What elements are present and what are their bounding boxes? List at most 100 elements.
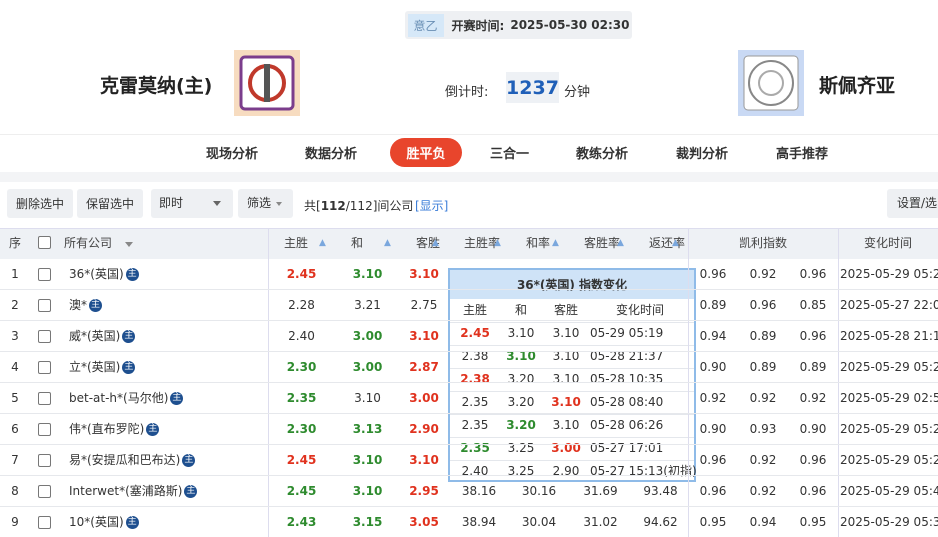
- popup-row-border: [450, 345, 694, 346]
- odds: 2.45: [286, 453, 317, 467]
- kelly: 0.96: [749, 298, 777, 312]
- company[interactable]: bet-at-h*(马尔他) 主: [69, 383, 184, 414]
- button[interactable]: 保留选中: [77, 189, 143, 218]
- change-popup: 36*(英国) 指数变化 主胜 和 客胜 变化时间 2.45 3.10 3.10 05-29 0…: [448, 268, 697, 482]
- company[interactable]: 立*(英国) 主: [69, 352, 136, 383]
- filter[interactable]: 筛选: [238, 189, 293, 218]
- row-checkbox[interactable]: [38, 454, 51, 467]
- row-checkbox[interactable]: [38, 268, 51, 281]
- sort-arrow: ▲: [494, 238, 501, 248]
- kelly: 0.92: [749, 391, 777, 405]
- company[interactable]: Interwet*(塞浦路斯) 主: [69, 476, 198, 507]
- company-name[interactable]: 立*(英国): [69, 360, 121, 374]
- tab[interactable]: 裁判分析: [676, 147, 729, 162]
- popup-row-border: [450, 322, 694, 323]
- popup-time: 05-29 05:19: [590, 326, 664, 340]
- row-checkbox[interactable]: [38, 392, 51, 405]
- company[interactable]: 澳* 主: [69, 290, 103, 321]
- row-checkbox[interactable]: [38, 330, 51, 343]
- tab[interactable]: 胜平负: [390, 138, 462, 167]
- odds: 3.10: [352, 484, 383, 498]
- popup-row-border: [450, 368, 694, 369]
- kelly: 0.96: [799, 484, 827, 498]
- popup-time: 05-27 17:01: [590, 441, 664, 455]
- popup-odds: 2.45: [460, 326, 490, 340]
- match-info: 意乙 开赛时间: 2025-05-30 02:30: [405, 11, 632, 39]
- home-team: 克雷莫纳(主): [100, 75, 213, 97]
- rate: 31.02: [583, 515, 618, 529]
- odds: 2.87: [409, 360, 439, 374]
- column-header[interactable]: 返还率: [649, 236, 686, 250]
- column-header[interactable]: 变化时间: [863, 236, 912, 250]
- column-header[interactable]: 主胜率: [464, 236, 501, 250]
- settings[interactable]: 设置/选: [887, 189, 938, 218]
- tab[interactable]: 高手推荐: [776, 147, 829, 162]
- popup-odds: 3.10: [552, 326, 580, 340]
- badge[interactable]: 主: [122, 330, 136, 343]
- column-header[interactable]: 客胜: [416, 236, 441, 250]
- show-link[interactable]: [显示]: [415, 199, 449, 213]
- count-suffix: /112]间公司: [345, 199, 414, 213]
- kelly: 0.90: [699, 360, 727, 374]
- company[interactable]: 伟*(直布罗陀) 主: [69, 414, 160, 445]
- row-number: 5: [11, 391, 19, 405]
- column-header[interactable]: 凯利指数: [738, 236, 787, 250]
- tab[interactable]: 三合一: [490, 147, 530, 162]
- badge[interactable]: 主: [122, 361, 136, 374]
- change-time: 2025-05-29 05:21: [840, 453, 938, 467]
- tab[interactable]: 教练分析: [576, 147, 629, 162]
- row-checkbox[interactable]: [38, 485, 51, 498]
- column-header[interactable]: 和率: [526, 236, 551, 250]
- countdown-label: 倒计时:: [445, 85, 489, 100]
- column-header[interactable]: 主胜: [284, 236, 309, 250]
- company[interactable]: 10*(英国) 主: [69, 507, 139, 537]
- row-border: [0, 320, 938, 321]
- column-header[interactable]: 客胜率: [584, 236, 621, 250]
- header-checkbox[interactable]: [38, 236, 51, 249]
- badge[interactable]: 主: [184, 485, 198, 498]
- tab[interactable]: 数据分析: [305, 147, 358, 162]
- popup-time: 05-28 10:35: [590, 372, 664, 386]
- badge[interactable]: 主: [125, 268, 139, 281]
- badge[interactable]: 主: [146, 423, 160, 436]
- row-border: [0, 382, 938, 383]
- badge[interactable]: 主: [89, 299, 103, 312]
- column-header[interactable]: 所有公司: [64, 236, 113, 250]
- company-name[interactable]: 澳*: [69, 298, 88, 312]
- popup-time: 05-27 15:13(初指): [590, 464, 697, 478]
- rate: 31.69: [583, 484, 618, 498]
- change-time: 2025-05-29 05:37: [840, 515, 938, 529]
- company-name[interactable]: 10*(英国): [69, 515, 124, 529]
- company[interactable]: 易*(安提瓜和巴布达) 主: [69, 445, 196, 476]
- company-name[interactable]: 36*(英国): [69, 267, 124, 281]
- company-name[interactable]: 伟*(直布罗陀): [69, 422, 145, 436]
- odds: 3.13: [352, 422, 383, 436]
- change-time: 2025-05-27 22:01: [840, 298, 938, 312]
- odds: 3.00: [409, 391, 439, 405]
- badge[interactable]: 主: [170, 392, 184, 405]
- company[interactable]: 36*(英国) 主: [69, 259, 139, 290]
- row-checkbox[interactable]: [38, 361, 51, 374]
- row-number: 9: [11, 515, 19, 529]
- column-header[interactable]: 和: [351, 236, 364, 250]
- button[interactable]: 删除选中: [7, 189, 73, 218]
- odds: 3.10: [409, 267, 439, 281]
- company-name[interactable]: bet-at-h*(马尔他): [69, 391, 169, 405]
- change-time: 2025-05-29 02:55: [840, 391, 938, 405]
- tab[interactable]: 现场分析: [206, 147, 259, 162]
- company-name[interactable]: Interwet*(塞浦路斯): [69, 484, 183, 498]
- kelly: 0.85: [799, 298, 827, 312]
- company-name[interactable]: 威*(英国): [69, 329, 121, 343]
- home-logo: [234, 50, 300, 116]
- row-checkbox[interactable]: [38, 516, 51, 529]
- badge[interactable]: 主: [125, 516, 139, 529]
- company-name[interactable]: 易*(安提瓜和巴布达): [69, 453, 181, 467]
- badge[interactable]: 主: [182, 454, 196, 467]
- company[interactable]: 威*(英国) 主: [69, 321, 136, 352]
- row-checkbox[interactable]: [38, 299, 51, 312]
- kelly: 0.89: [799, 360, 827, 374]
- row-checkbox[interactable]: [38, 423, 51, 436]
- odds: 3.05: [409, 515, 439, 529]
- odds: 3.00: [352, 360, 383, 374]
- count-prefix: 共[: [304, 199, 321, 213]
